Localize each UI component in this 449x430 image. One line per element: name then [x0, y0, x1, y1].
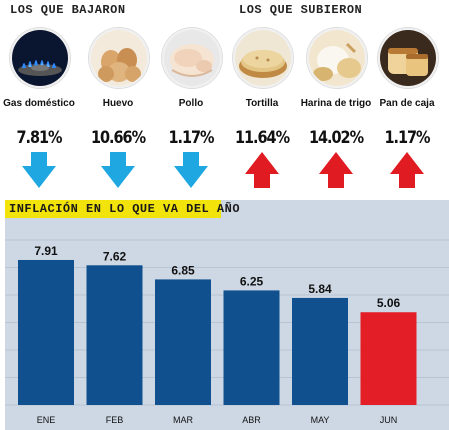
- bar-value-label: 7.91: [34, 244, 58, 258]
- bar-feb: [86, 265, 143, 405]
- category-label: ENE: [37, 415, 56, 425]
- category-label: JUN: [380, 415, 398, 425]
- up-arrow-icon: [390, 152, 424, 188]
- section-header-up: LOS QUE SUBIERON: [239, 3, 363, 17]
- item-label: Gas doméstico: [3, 98, 75, 109]
- item-percentage: 11.64%: [234, 128, 290, 148]
- item-label: Tortilla: [245, 98, 279, 109]
- bread-icon: [378, 28, 438, 88]
- item-tortilla: Tortilla 11.64%: [226, 28, 298, 198]
- bar-value-label: 6.85: [171, 263, 195, 277]
- item-flour: Harina de trigo 14.02%: [300, 28, 372, 198]
- up-arrow-icon: [245, 152, 279, 188]
- inflation-bar-chart: 7.91 ENE 7.62 FEB 6.85 MAR 6.25 ABR 5.84 MAY 5.06 J…: [5, 239, 449, 425]
- bar-value-label: 7.62: [103, 249, 127, 263]
- bar-value-label: 5.84: [308, 282, 332, 296]
- down-arrow-icon: [22, 152, 56, 188]
- item-percentage: 14.02%: [308, 128, 364, 148]
- bar-may: [292, 297, 348, 405]
- gas-burner-icon: [10, 28, 70, 88]
- item-bread: Pan de caja 1.17%: [371, 28, 443, 198]
- chicken-icon: [162, 28, 222, 88]
- item-percentage: 1.17%: [384, 128, 430, 148]
- bar-value-label: 6.25: [240, 274, 264, 288]
- bar-ene: [18, 259, 74, 405]
- section-header-down: LOS QUE BAJARON: [10, 3, 126, 17]
- item-percentage: 7.81%: [16, 128, 62, 148]
- down-arrow-icon: [101, 152, 135, 188]
- item-label: Harina de trigo: [300, 98, 372, 109]
- item-chicken: Pollo 1.17%: [155, 28, 227, 198]
- category-label: FEB: [106, 415, 124, 425]
- bar-abr: [223, 290, 280, 405]
- down-arrow-icon: [174, 152, 208, 188]
- eggs-icon: [89, 28, 149, 88]
- tortilla-icon: [233, 28, 293, 88]
- item-percentage: 10.66%: [90, 128, 146, 148]
- bar-mar: [155, 279, 211, 405]
- item-label: Pan de caja: [379, 98, 435, 109]
- category-label: MAR: [173, 415, 194, 425]
- bar-jun: [360, 312, 417, 405]
- category-label: ABR: [242, 415, 261, 425]
- category-label: MAY: [311, 415, 330, 425]
- chart-title-band: [5, 200, 221, 218]
- item-label: Huevo: [102, 98, 134, 109]
- bar-value-label: 5.06: [377, 296, 401, 310]
- item-label: Pollo: [178, 98, 204, 109]
- item-percentage: 1.17%: [168, 128, 214, 148]
- item-egg: Huevo 10.66%: [82, 28, 154, 198]
- up-arrow-icon: [319, 152, 353, 188]
- flour-icon: [307, 28, 367, 88]
- chart-title: INFLACIÓN EN LO QUE VA DEL AÑO: [9, 202, 241, 216]
- inflation-chart-panel: INFLACIÓN EN LO QUE VA DEL AÑO 7.91 ENE 7.…: [5, 200, 449, 430]
- item-gas: Gas doméstico 7.81%: [3, 28, 75, 198]
